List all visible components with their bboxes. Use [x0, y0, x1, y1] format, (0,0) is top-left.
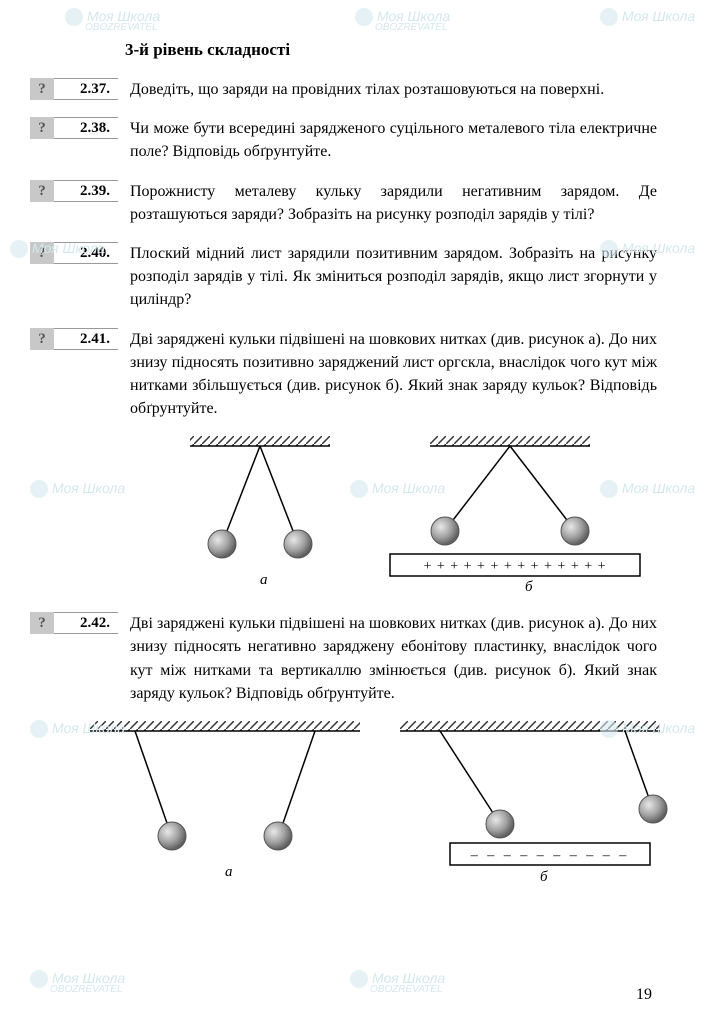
problem-item: ? 2.41. Дві заряджені кульки підвішені н…	[30, 328, 657, 421]
question-mark-icon: ?	[30, 180, 54, 202]
pendulum-diagram-svg: а – – – – – – – – – – б	[90, 721, 670, 881]
watermark-sub: OBOZREVATEL	[375, 22, 448, 33]
watermark: Моя Школа	[30, 970, 125, 988]
problem-item: ? 2.38. Чи може бути всередині заряджено…	[30, 117, 657, 163]
page-number: 19	[636, 986, 652, 1004]
fig-label-b: б	[540, 869, 548, 881]
problem-item: ? 2.40. Плоский мідний лист зарядили поз…	[30, 242, 657, 312]
problem-text: Доведіть, що заряди на провідних тілах р…	[118, 78, 657, 101]
watermark-sub: OBOZREVATEL	[85, 22, 158, 33]
problem-number: 2.38.	[54, 117, 118, 139]
problem-marker: ? 2.42.	[30, 612, 118, 634]
pendulum-diagram-svg: а + + + + + + + + + + + + + + б	[130, 436, 650, 591]
problem-text: Чи може бути всередині зарядженого суціл…	[118, 117, 657, 163]
problem-number: 2.41.	[54, 328, 118, 350]
watermark: Моя Школа	[30, 480, 125, 498]
problem-marker: ? 2.41.	[30, 328, 118, 350]
problem-text: Дві заряджені кульки підвішені на шовков…	[118, 328, 657, 421]
problem-text: Дві заряджені кульки підвішені на шовков…	[118, 612, 657, 705]
problem-number: 2.39.	[54, 180, 118, 202]
problem-marker: ? 2.40.	[30, 242, 118, 264]
svg-text:– – – – – – – – – –: – – – – – – – – – –	[470, 848, 630, 863]
problem-marker: ? 2.37.	[30, 78, 118, 100]
question-mark-icon: ?	[30, 117, 54, 139]
question-mark-icon: ?	[30, 612, 54, 634]
watermark: Моя Школа	[355, 8, 450, 26]
problem-item: ? 2.39. Порожнисту металеву кульку заряд…	[30, 180, 657, 226]
problem-marker: ? 2.39.	[30, 180, 118, 202]
problem-item: ? 2.42. Дві заряджені кульки підвішені н…	[30, 612, 657, 705]
problem-number: 2.42.	[54, 612, 118, 634]
svg-text:+ + + + + + + + + + + + + +: + + + + + + + + + + + + + +	[423, 559, 606, 574]
problem-marker: ? 2.38.	[30, 117, 118, 139]
section-title: 3-й рівень складності	[125, 40, 657, 60]
problem-text: Порожнисту металеву кульку зарядили нега…	[118, 180, 657, 226]
problem-item: ? 2.37. Доведіть, що заряди на провідних…	[30, 78, 657, 101]
watermark-sub: OBOZREVATEL	[50, 984, 123, 995]
problem-number: 2.37.	[54, 78, 118, 100]
fig-label-b: б	[525, 579, 533, 591]
problem-text: Плоский мідний лист зарядили позитивним …	[118, 242, 657, 312]
watermark: Моя Школа	[600, 8, 695, 26]
question-mark-icon: ?	[30, 242, 54, 264]
fig-label-a: а	[260, 572, 268, 588]
question-mark-icon: ?	[30, 78, 54, 100]
figure-241: а + + + + + + + + + + + + + + б	[130, 436, 657, 596]
watermark: Моя Школа	[65, 8, 160, 26]
figure-242: а – – – – – – – – – – б	[90, 721, 657, 886]
watermark: Моя Школа	[350, 970, 445, 988]
fig-label-a: а	[225, 864, 233, 880]
problem-number: 2.40.	[54, 242, 118, 264]
watermark-sub: OBOZREVATEL	[370, 984, 443, 995]
question-mark-icon: ?	[30, 328, 54, 350]
